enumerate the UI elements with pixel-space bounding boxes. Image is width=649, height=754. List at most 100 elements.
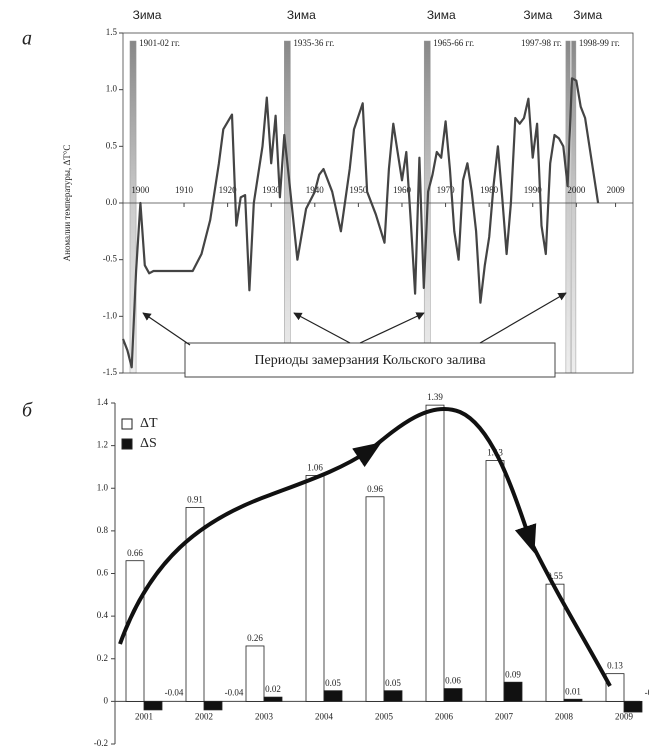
x-tick-label: 1930 [262, 185, 281, 195]
bar [143, 700, 163, 711]
x-tick-label: 2008 [555, 711, 574, 721]
panel-letter: б [22, 400, 33, 422]
value-label: 0.91 [187, 494, 203, 504]
y-tick-label: 0.4 [97, 610, 109, 620]
x-tick-label: 1910 [175, 185, 194, 195]
trend-arrow [118, 442, 382, 645]
y-tick-label: 0.8 [97, 525, 109, 535]
x-tick-label: 2009 [615, 711, 634, 721]
y-axis-label: Аномалии температуры, ΔT°C [62, 145, 72, 262]
freeze-band [565, 40, 571, 374]
y-tick-label: -1.0 [103, 310, 118, 320]
bar [185, 507, 205, 702]
bar [425, 404, 445, 702]
period-label: 1901-02 гг. [139, 38, 180, 48]
bar [305, 475, 325, 702]
trend-arrow [368, 406, 537, 554]
x-tick-label: 1920 [219, 185, 238, 195]
bar [443, 688, 463, 702]
bar [263, 696, 283, 702]
season-label: Зима [523, 8, 552, 22]
y-tick-label: 1.0 [97, 482, 109, 492]
value-label: 0.09 [505, 669, 521, 679]
x-tick-label: 2003 [255, 711, 274, 721]
y-tick-label: -0.5 [103, 254, 118, 264]
x-tick-label: 2004 [315, 711, 334, 721]
panel-b: б -0.2 0 0.2 0.4 0.6 0.8 1.0 1.2 1.4 2001 0.66 -0.04… [22, 392, 649, 748]
bar [623, 700, 643, 713]
x-tick-label: 1980 [480, 185, 499, 195]
y-tick-label: 0.0 [106, 197, 118, 207]
x-tick-label: 1900 [131, 185, 150, 195]
freeze-band [284, 40, 291, 374]
value-label: 0.02 [265, 684, 281, 694]
bar [125, 560, 145, 702]
x-tick-label: 1990 [524, 185, 543, 195]
bar [485, 460, 505, 702]
value-label: -0.04 [225, 687, 244, 697]
value-label: 0.26 [247, 633, 263, 643]
y-tick-label: 0.6 [97, 568, 109, 578]
x-tick-label: 1970 [437, 185, 456, 195]
x-tick-label: 2009 [607, 185, 626, 195]
season-label: Зима [133, 8, 162, 22]
y-tick-label: 0.5 [106, 140, 118, 150]
y-tick-label: -0.2 [94, 738, 108, 748]
value-label: 0.66 [127, 548, 143, 558]
x-tick-label: 2001 [135, 711, 153, 721]
value-label: -0.05 [645, 687, 649, 697]
value-label: 0.05 [385, 678, 401, 688]
y-tick-label: -1.5 [103, 367, 118, 377]
value-label: 0.06 [445, 676, 461, 686]
value-label: 0.05 [325, 678, 341, 688]
annotation-text: Периоды замерзания Кольского залива [254, 353, 486, 368]
arrow [293, 312, 351, 344]
value-label: 0.01 [565, 686, 581, 696]
x-tick-label: 2005 [375, 711, 394, 721]
y-tick-label: 1.2 [97, 440, 108, 450]
legend-swatch [121, 438, 133, 450]
season-label: Зима [287, 8, 316, 22]
bar [605, 673, 625, 702]
value-label: 1.39 [427, 392, 443, 402]
legend-label: ΔT [140, 416, 158, 431]
bar [503, 681, 523, 702]
y-tick-label: 0.2 [97, 653, 108, 663]
legend-label: ΔS [140, 436, 157, 451]
x-tick-label: 2007 [495, 711, 514, 721]
period-label: 1935-36 гг. [293, 38, 334, 48]
x-tick-label: 1950 [349, 185, 368, 195]
period-label: 1998-99 гг. [579, 38, 620, 48]
y-tick-label: 1.0 [106, 84, 118, 94]
x-tick-label: 2006 [435, 711, 454, 721]
arrow [359, 312, 425, 344]
x-tick-label: 1960 [393, 185, 412, 195]
bar [563, 698, 583, 702]
bar [203, 700, 223, 711]
period-label: 1997-98 гг. [521, 38, 562, 48]
annotation-box [184, 342, 556, 378]
value-label: 0.96 [367, 484, 383, 494]
panel-a: а Зима 1901-02 гг. Зима 1935-36 гг. Зима 1965-… [22, 8, 634, 378]
y-tick-label: 1.5 [106, 27, 118, 37]
x-tick-label: 2000 [567, 185, 586, 195]
y-tick-label: 0 [104, 695, 109, 705]
trend-arrow [528, 539, 612, 687]
bar [245, 645, 265, 702]
season-label: Зима [427, 8, 456, 22]
legend-swatch [121, 418, 133, 430]
value-label: 0.13 [607, 661, 623, 671]
bar [365, 496, 385, 702]
y-tick-label: 1.4 [97, 397, 109, 407]
period-label: 1965-66 гг. [433, 38, 474, 48]
value-label: 1.06 [307, 463, 323, 473]
panel-letter: а [22, 28, 32, 50]
season-label: Зима [573, 8, 602, 22]
value-label: 0.55 [547, 571, 563, 581]
arrow [479, 292, 567, 344]
bar [323, 690, 343, 702]
temperature-line [121, 77, 600, 369]
arrow [142, 312, 191, 346]
